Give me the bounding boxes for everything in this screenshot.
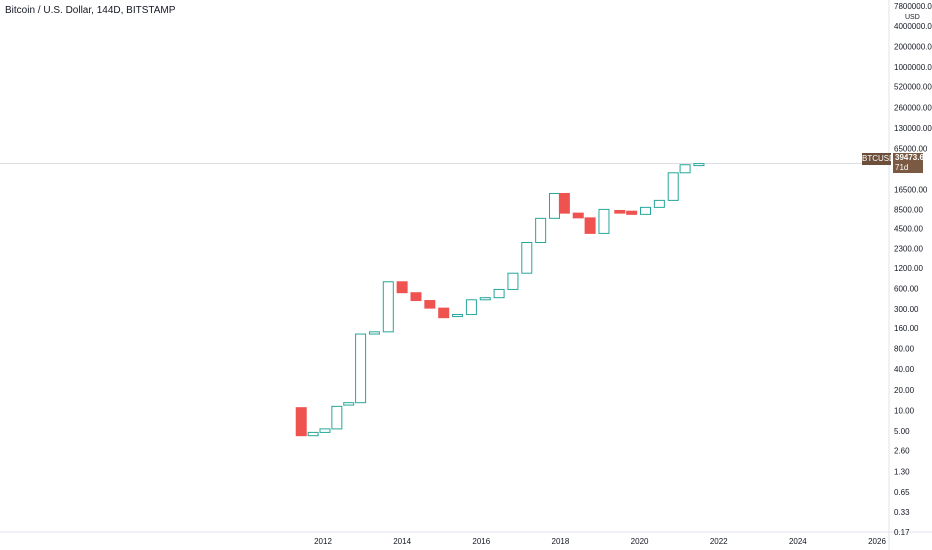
candle-down[interactable] [438,307,450,319]
y-tick-label: 2.60 [894,447,910,456]
candle-up[interactable] [319,428,331,433]
y-tick-label: 5.00 [894,427,910,436]
candle-down[interactable] [424,300,436,309]
candle-up[interactable] [679,164,691,174]
candle-up[interactable] [548,192,560,219]
y-tick-label: 160.00 [894,324,919,333]
bar-countdown: 71d 20h [895,163,909,182]
y-axis[interactable]: 7800000.00 4000000.00 2000000.00 1000000.00… [894,2,932,537]
candle-down[interactable] [614,209,626,214]
candle-up[interactable] [331,405,343,430]
currency-label: USD [905,14,920,21]
y-tick-label: 2300.00 [894,244,923,253]
x-tick-label: 2020 [631,537,649,546]
y-tick-label: 65000.00 [894,145,928,154]
candle-up[interactable] [368,331,380,335]
y-tick-label: 80.00 [894,345,915,354]
y-tick-label: 2000000.00 [894,43,932,52]
x-tick-label: 2018 [552,537,570,546]
candle-up[interactable] [598,208,610,234]
candle-up[interactable] [493,288,505,299]
y-tick-label: 600.00 [894,284,919,293]
y-tick-label: 0.17 [894,528,910,537]
x-tick-label: 2024 [789,537,807,546]
y-tick-label: 1200.00 [894,264,923,273]
candle-down[interactable] [396,281,408,294]
y-tick-label: 16500.00 [894,186,928,195]
y-tick-label: 20.00 [894,386,915,395]
last-price-value: 39473.66 [895,153,929,162]
candle-down[interactable] [572,212,584,219]
candle-up[interactable] [452,314,464,318]
y-tick-label: 4000000.00 [894,22,932,31]
candle-up[interactable] [465,299,477,316]
candle-down[interactable] [558,192,570,214]
candle-up[interactable] [693,163,705,167]
candle-up[interactable] [521,242,533,274]
candle-up[interactable] [667,172,679,201]
y-tick-label: 7800000.00 [894,2,932,11]
y-tick-label: 260000.00 [894,103,932,112]
x-tick-label: 2016 [472,537,490,546]
candle-up[interactable] [507,272,519,290]
candle-up[interactable] [307,431,319,437]
candle-down[interactable] [295,407,307,437]
candle-up[interactable] [382,281,394,333]
candle-down[interactable] [410,292,422,302]
x-tick-label: 2014 [393,537,411,546]
candle-up[interactable] [479,297,491,301]
candle-down[interactable] [626,210,638,215]
candle-up[interactable] [640,206,652,215]
y-tick-label: 0.65 [894,488,910,497]
candle-up[interactable] [355,333,367,404]
y-tick-label: 8500.00 [894,205,923,214]
y-tick-label: 0.33 [894,508,910,517]
y-tick-label: 10.00 [894,407,915,416]
x-axis[interactable]: 2012 2014 2016 2018 2020 2022 2024 2026 [314,537,886,546]
candle-down[interactable] [584,217,596,234]
candle-up[interactable] [653,199,665,208]
y-tick-label: 300.00 [894,305,919,314]
x-tick-label: 2022 [710,537,728,546]
candle-up[interactable] [343,402,355,406]
y-tick-label: 130000.00 [894,124,932,133]
candle-up[interactable] [535,217,547,244]
y-tick-label: 1000000.00 [894,63,932,72]
last-price-badge[interactable]: 39473.66 71d 20h [893,153,929,182]
x-tick-label: 2026 [868,537,886,546]
x-tick-label: 2012 [314,537,332,546]
candles[interactable] [295,163,705,437]
y-tick-label: 520000.00 [894,83,932,92]
y-tick-label: 4500.00 [894,224,923,233]
y-tick-label: 1.30 [894,467,910,476]
y-tick-label: 40.00 [894,365,915,374]
chart-title: Bitcoin / U.S. Dollar, 144D, BITSTAMP [5,5,176,16]
symbol-badge: BTCUSD [862,153,895,165]
